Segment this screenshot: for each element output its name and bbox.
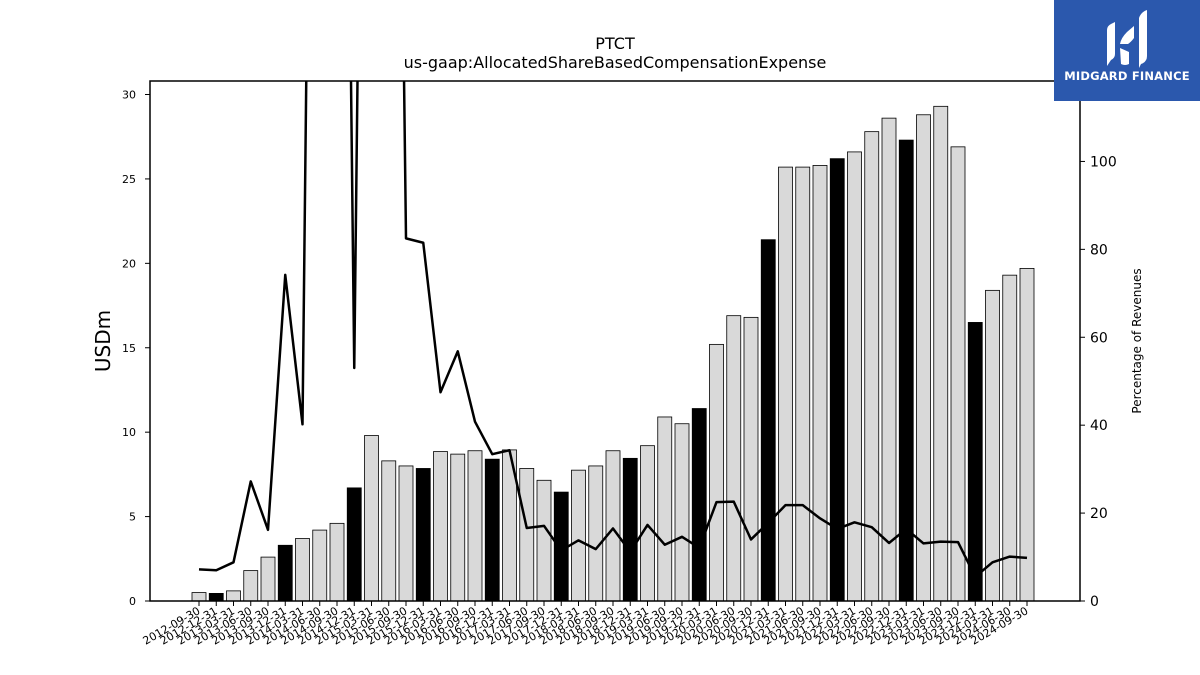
y-tick-label: 0 (129, 595, 136, 608)
y-tick-label: 20 (122, 257, 136, 270)
axes: 0510152025300204060801002012-09-302012-1… (122, 89, 1117, 648)
bar (433, 451, 448, 602)
chart-title: PTCT (595, 34, 635, 53)
bar (674, 423, 690, 602)
bar (398, 465, 414, 602)
y2-tick-label: 60 (1090, 330, 1108, 346)
percentage-line (198, 81, 1028, 579)
bar (519, 468, 535, 602)
y2-axis-label: Percentage of Revenues (1130, 268, 1144, 413)
bar (985, 289, 1000, 602)
bar (743, 316, 759, 602)
y-tick-label: 30 (122, 89, 136, 102)
y-tick-label: 25 (122, 173, 136, 186)
brand-logo: MIDGARD FINANCE (1054, 0, 1200, 101)
y-tick-label: 10 (122, 426, 136, 439)
bar (933, 105, 949, 602)
bar (312, 529, 328, 602)
bar (329, 522, 345, 602)
line-series (198, 81, 1028, 579)
bar (381, 460, 397, 602)
bar (208, 593, 224, 602)
bar (467, 450, 483, 602)
bar (484, 458, 500, 602)
bar (605, 450, 621, 602)
bar (950, 146, 966, 602)
bar (916, 114, 931, 602)
y2-tick-label: 20 (1090, 506, 1108, 522)
y2-tick-label: 40 (1090, 418, 1108, 434)
bar (191, 592, 207, 602)
bar-series (191, 105, 1035, 602)
bar (277, 544, 293, 602)
plot-frame (149, 80, 1081, 602)
y2-tick-label: 80 (1090, 242, 1108, 258)
y2-tick-label: 100 (1090, 154, 1117, 170)
bar (450, 453, 466, 602)
chart-subtitle: us-gaap:AllocatedShareBasedCompensationE… (404, 53, 827, 72)
y-tick-label: 15 (122, 342, 136, 355)
bar (346, 487, 362, 602)
bar (295, 538, 310, 602)
bar (415, 468, 431, 602)
bar (364, 435, 379, 602)
bar (1002, 274, 1018, 602)
bar (260, 556, 276, 602)
y-tick-label: 5 (129, 511, 136, 524)
bar (760, 239, 776, 602)
bar (709, 343, 724, 602)
bar (795, 166, 811, 602)
brand-name: MIDGARD FINANCE (1064, 69, 1190, 83)
bar (571, 469, 586, 602)
bar (640, 445, 655, 602)
bar (243, 570, 259, 602)
bar (226, 590, 241, 602)
bar (657, 416, 673, 602)
bar (829, 158, 845, 602)
bar (812, 165, 828, 602)
bar (778, 166, 793, 602)
bar (967, 322, 983, 602)
bar (881, 117, 897, 602)
bar (622, 457, 638, 602)
y2-tick-label: 0 (1090, 594, 1099, 610)
bar (691, 408, 707, 602)
bar (726, 315, 742, 602)
midgard-logo-icon (1107, 10, 1147, 68)
bar (847, 151, 862, 602)
y-axis-label: USDm (91, 310, 115, 372)
bar (536, 479, 552, 602)
bar (588, 465, 604, 602)
bar (1019, 267, 1035, 602)
